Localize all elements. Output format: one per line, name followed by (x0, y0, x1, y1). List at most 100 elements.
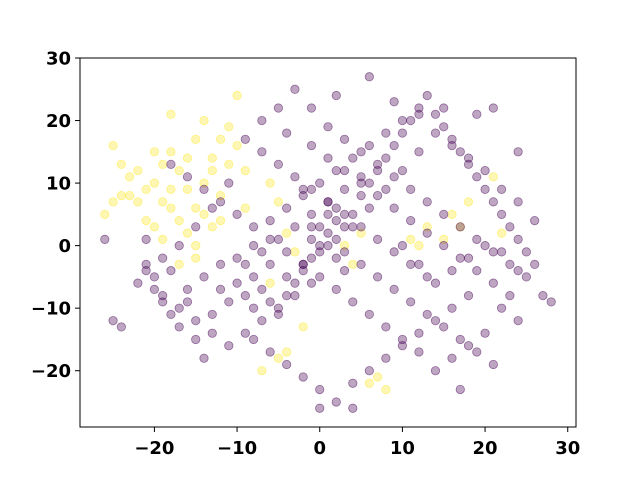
scatter-point-1-30 (356, 190, 366, 201)
scatter-point-1-4 (141, 259, 151, 269)
scatter-point-0-39 (273, 197, 283, 207)
scatter-point-1-41 (447, 134, 457, 144)
scatter-point-1-68 (282, 247, 292, 257)
scatter-point-0-49 (356, 228, 366, 238)
scatter-point-0-34 (191, 134, 201, 144)
scatter-point-1-61 (397, 334, 407, 345)
scatter-point-1-104 (389, 203, 399, 213)
scatter-point-0-3 (133, 197, 143, 207)
scatter-point-1-177 (472, 347, 482, 357)
points-layer (100, 72, 556, 413)
scatter-point-1-44 (472, 172, 482, 182)
scatter-point-1-39 (430, 109, 441, 119)
scatter-point-1-131 (240, 328, 250, 338)
scatter-point-0-53 (406, 234, 416, 244)
scatter-point-0-28 (224, 159, 234, 169)
scatter-point-1-192 (224, 178, 234, 188)
scatter-point-1-203 (249, 241, 259, 251)
x-tick-label: 0 (313, 438, 326, 459)
scatter-point-1-48 (505, 222, 515, 232)
scatter-point-1-75 (166, 159, 176, 169)
scatter-point-0-38 (265, 178, 275, 188)
scatter-point-1-64 (348, 297, 358, 307)
scatter-point-1-59 (430, 366, 441, 376)
scatter-point-1-136 (158, 297, 168, 307)
scatter-point-1-207 (315, 178, 325, 188)
scatter-point-1-72 (215, 197, 226, 207)
scatter-point-0-12 (207, 153, 217, 163)
scatter-point-1-56 (480, 328, 490, 338)
scatter-point-1-199 (199, 272, 209, 282)
scatter-point-1-150 (530, 216, 540, 226)
scatter-point-0-63 (149, 147, 159, 157)
scatter-point-0-25 (166, 109, 176, 119)
scatter-point-0-62 (116, 190, 126, 201)
y-axis: −20 −10 0 10 20 30 (31, 49, 80, 382)
scatter-point-1-24 (306, 253, 317, 263)
scatter-point-1-106 (422, 228, 432, 238)
scatter-point-1-188 (290, 172, 300, 182)
scatter-point-1-65 (331, 284, 341, 295)
scatter-point-1-184 (356, 222, 366, 232)
scatter-point-1-108 (455, 253, 465, 263)
scatter-point-1-7 (166, 309, 176, 320)
scatter-point-1-82 (348, 378, 358, 388)
scatter-point-1-147 (480, 241, 490, 251)
scatter-point-1-33 (381, 153, 391, 163)
scatter-point-0-8 (174, 165, 184, 176)
scatter-point-1-126 (339, 266, 350, 276)
scatter-point-0-48 (348, 259, 358, 269)
scatter-point-1-146 (463, 253, 474, 263)
scatter-point-1-58 (447, 353, 457, 363)
scatter-point-0-16 (240, 165, 250, 176)
scatter-point-1-53 (546, 297, 556, 307)
scatter-point-1-215 (339, 134, 350, 144)
scatter-point-1-6 (158, 291, 168, 301)
scatter-point-0-29 (207, 222, 217, 232)
scatter-point-0-46 (298, 322, 308, 332)
scatter-point-1-216 (356, 147, 366, 157)
scatter-point-1-31 (364, 178, 374, 188)
scatter-point-0-66 (215, 216, 226, 226)
scatter-point-1-175 (439, 322, 449, 332)
scatter-point-0-59 (463, 197, 474, 207)
scatter-point-1-95 (439, 103, 449, 113)
scatter-point-0-43 (273, 353, 283, 363)
scatter-point-1-144 (430, 278, 441, 288)
scatter-point-0-41 (290, 247, 300, 257)
y-tick-label: 10 (46, 174, 71, 195)
scatter-point-1-86 (414, 328, 424, 338)
scatter-point-0-64 (166, 184, 176, 194)
scatter-point-1-198 (215, 259, 226, 269)
scatter-point-0-0 (108, 140, 118, 151)
scatter-point-1-10 (191, 334, 201, 345)
scatter-point-1-125 (331, 253, 341, 263)
scatter-point-1-54 (513, 316, 523, 326)
scatter-point-1-167 (331, 203, 341, 213)
scatter-point-0-7 (166, 147, 176, 157)
scatter-point-1-149 (513, 266, 523, 276)
scatter-point-1-46 (488, 197, 498, 207)
scatter-point-1-190 (257, 147, 267, 157)
scatter-point-0-50 (364, 378, 374, 388)
scatter-point-1-98 (282, 128, 292, 138)
scatter-point-1-73 (199, 184, 209, 194)
scatter-point-1-183 (372, 234, 383, 244)
scatter-point-1-138 (232, 253, 242, 263)
scatter-point-1-194 (191, 222, 201, 232)
scatter-point-1-43 (463, 159, 474, 169)
scatter-point-1-139 (249, 272, 259, 282)
scatter-point-1-87 (430, 316, 441, 326)
scatter-point-1-12 (207, 309, 217, 320)
scatter-point-1-220 (422, 197, 432, 207)
scatter-point-1-153 (480, 165, 490, 176)
scatter-point-1-169 (339, 247, 350, 257)
scatter-point-1-118 (339, 184, 350, 194)
scatter-point-1-120 (315, 403, 325, 413)
scatter-point-1-206 (298, 190, 308, 201)
scatter-point-1-154 (463, 153, 474, 163)
scatter-point-0-20 (174, 216, 184, 226)
scatter-point-0-2 (125, 190, 135, 201)
scatter-point-1-71 (232, 209, 242, 219)
scatter-point-0-37 (191, 253, 201, 263)
